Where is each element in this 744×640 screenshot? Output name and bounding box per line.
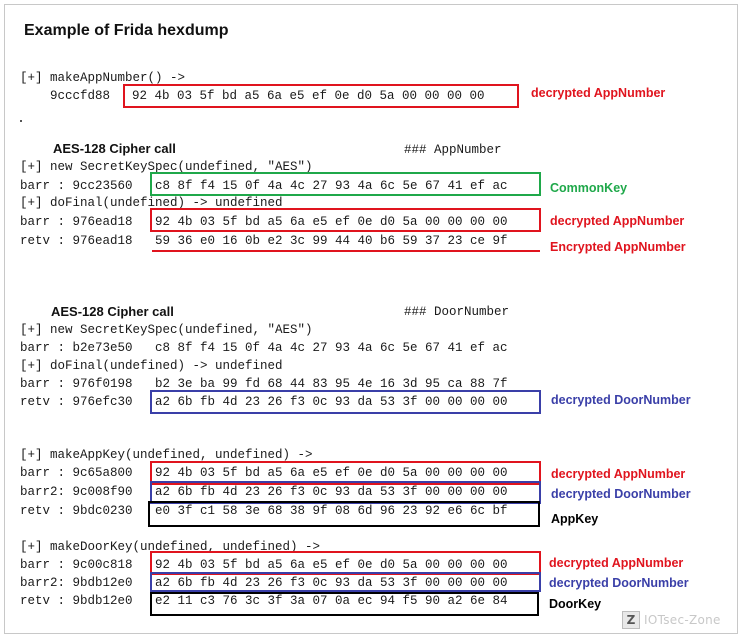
do-final-call-2: [+] doFinal(undefined) -> undefined	[20, 359, 283, 373]
door-key-barr-box	[150, 551, 541, 575]
app-key-barr2-addr: barr2: 9c008f90	[20, 485, 133, 499]
page-title: Example of Frida hexdump	[24, 22, 229, 39]
encrypted-app-number-hex: 59 36 e0 16 0b e2 3c 99 44 40 b6 59 37 2…	[155, 234, 508, 248]
make-app-number-call: [+] makeAppNumber() ->	[20, 71, 186, 85]
door-number-input-hex: b2 3e ba 99 fd 68 44 83 95 4e 16 3d 95 c…	[155, 377, 508, 391]
make-app-number-hex: 92 4b 03 5f bd a5 6a e5 ef 0e d0 5a 00 0…	[132, 89, 485, 103]
aes-cipher-heading-door: AES-128 Cipher call	[51, 304, 174, 319]
watermark: Z IOTsec-Zone	[622, 610, 721, 630]
zone-logo-icon: Z	[622, 611, 640, 629]
common-key-box	[150, 172, 541, 196]
stray-dot	[20, 120, 22, 122]
common-key-hex: c8 8f f4 15 0f 4a 4c 27 93 4a 6c 5e 67 4…	[155, 179, 508, 193]
app-key-barr2-hex: a2 6b fb 4d 23 26 f3 0c 93 da 53 3f 00 0…	[155, 485, 508, 499]
common-key-label: CommonKey	[550, 181, 628, 195]
door-key-retv-addr: retv : 9bdb12e0	[20, 594, 133, 608]
door-key-barr-hex: 92 4b 03 5f bd a5 6a e5 ef 0e d0 5a 00 0…	[155, 558, 508, 572]
make-app-number-addr: 9cccfd88	[20, 89, 111, 103]
door-key-barr-label: decrypted AppNumber	[549, 556, 684, 570]
door-key-barr2-hex: a2 6b fb 4d 23 26 f3 0c 93 da 53 3f 00 0…	[155, 576, 508, 590]
decrypted-door-number-addr: retv : 976efc30	[20, 395, 133, 409]
app-key-retv-addr: retv : 9bdc0230	[20, 504, 133, 518]
door-key-barr2-label: decrypted DoorNumber	[549, 576, 689, 590]
encrypted-app-number-label: Encrypted AppNumber	[550, 240, 686, 254]
key-addr-2: barr : b2e73e50	[20, 341, 133, 355]
make-app-key-call: [+] makeAppKey(undefined, undefined) ->	[20, 448, 313, 462]
common-key-addr: barr : 9cc23560	[20, 179, 133, 193]
door-key-barr2-addr: barr2: 9bdb12e0	[20, 576, 133, 590]
app-key-barr2-label: decrypted DoorNumber	[551, 487, 691, 501]
aes-cipher-heading-app: AES-128 Cipher call	[53, 141, 176, 156]
door-number-tag: ### DoorNumber	[404, 305, 510, 319]
decrypted-door-number-label: decrypted DoorNumber	[551, 393, 691, 407]
app-key-barr-label: decrypted AppNumber	[551, 467, 686, 481]
decrypted-app-number-label-2: decrypted AppNumber	[550, 214, 685, 228]
door-key-retv-box	[150, 592, 539, 616]
app-key-label: AppKey	[551, 512, 599, 526]
door-key-retv-hex: e2 11 c3 76 3c 3f 3a 07 0a ec 94 f5 90 a…	[155, 594, 508, 608]
decrypted-app-number-label: decrypted AppNumber	[531, 86, 666, 100]
decrypted-app-number-box	[123, 84, 519, 108]
key-hex-2: c8 8f f4 15 0f 4a 4c 27 93 4a 6c 5e 67 4…	[155, 341, 508, 355]
door-key-label: DoorKey	[549, 597, 602, 611]
app-key-barr-addr: barr : 9c65a800	[20, 466, 133, 480]
door-number-input-addr: barr : 976f0198	[20, 377, 133, 391]
figure-frame	[4, 4, 738, 634]
door-key-barr2-box	[150, 572, 541, 592]
app-key-barr2-box	[150, 481, 541, 504]
app-number-input-hex: 92 4b 03 5f bd a5 6a e5 ef 0e d0 5a 00 0…	[155, 215, 508, 229]
app-key-barr-box	[150, 461, 541, 485]
encrypted-app-number-underline	[152, 250, 540, 252]
decrypted-app-number-box-2	[150, 208, 541, 232]
secret-key-spec-call-2: [+] new SecretKeySpec(undefined, "AES")	[20, 323, 313, 337]
decrypted-door-number-hex: a2 6b fb 4d 23 26 f3 0c 93 da 53 3f 00 0…	[155, 395, 508, 409]
app-number-tag: ### AppNumber	[404, 143, 502, 157]
app-key-retv-box	[148, 501, 540, 527]
app-number-input-addr: barr : 976ead18	[20, 215, 133, 229]
decrypted-door-number-box	[150, 390, 541, 414]
make-door-key-call: [+] makeDoorKey(undefined, undefined) ->	[20, 540, 321, 554]
app-key-barr-hex: 92 4b 03 5f bd a5 6a e5 ef 0e d0 5a 00 0…	[155, 466, 508, 480]
watermark-text: IOTsec-Zone	[644, 613, 721, 627]
app-key-retv-hex: e0 3f c1 58 3e 68 38 9f 08 6d 96 23 92 e…	[155, 504, 508, 518]
secret-key-spec-call: [+] new SecretKeySpec(undefined, "AES")	[20, 160, 313, 174]
encrypted-app-number-addr: retv : 976ead18	[20, 234, 133, 248]
do-final-call: [+] doFinal(undefined) -> undefined	[20, 196, 283, 210]
door-key-barr-addr: barr : 9c00c818	[20, 558, 133, 572]
